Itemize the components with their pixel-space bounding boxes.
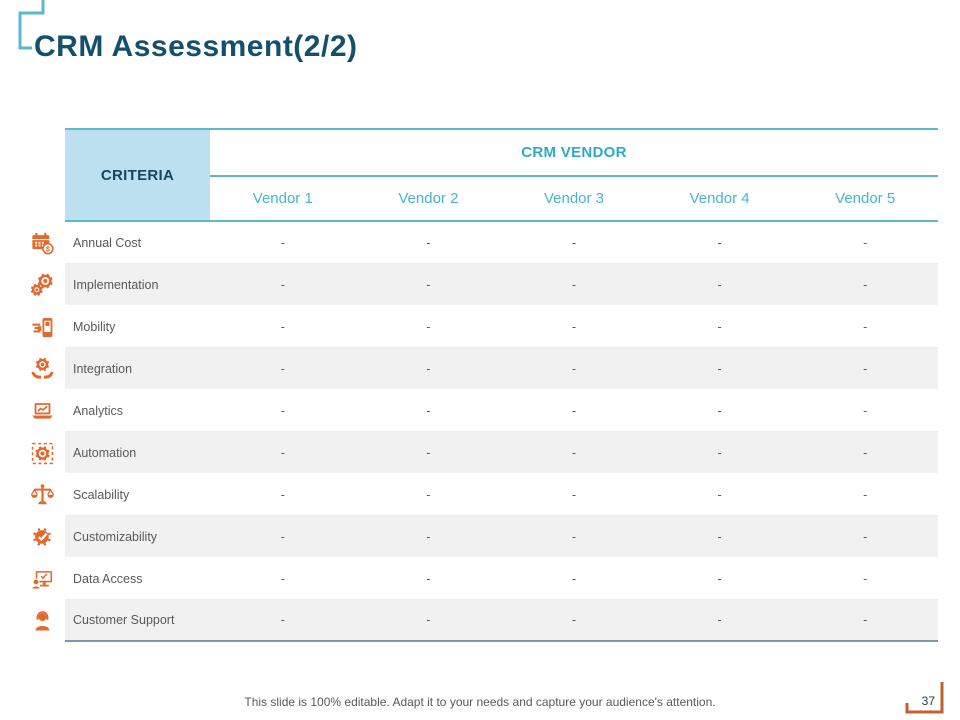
criteria-row-label: Annual Cost (73, 235, 142, 250)
criteria-row-label: Integration (73, 361, 133, 376)
table-row: Mobility - - - - - (20, 306, 938, 348)
vendor-value-cell: - (717, 319, 722, 334)
assessment-table: CRITERIA CRM VENDOR Vendor 1 Vendor 2 Vend… (20, 128, 938, 642)
table-row: Customer Support - - - - - (20, 600, 938, 642)
gear-dashed-icon (20, 432, 65, 474)
vendor-value-cell: - (280, 277, 285, 292)
vendor-value-cell: - (717, 613, 722, 627)
vendor-value-cell: - (571, 529, 577, 544)
vendor-value-cell: - (426, 445, 431, 460)
vendor-value-cell: - (863, 487, 868, 502)
calendar-dollar-icon: $ (20, 222, 65, 264)
vendor-value-cell: - (571, 487, 577, 502)
vendor-value-cell: - (863, 277, 868, 292)
criteria-row-label: Customer Support (73, 613, 175, 627)
vendor-value-cell: - (280, 361, 285, 376)
gear-check-icon (20, 516, 65, 558)
vendor-value-cell: - (571, 361, 577, 376)
vendor-value-cell: - (426, 487, 431, 502)
table-row: $ Annual Cost - - - - - (20, 222, 938, 264)
vendor-value-cell: - (717, 235, 722, 250)
criteria-row-label: Analytics (73, 403, 124, 418)
vendor-value-cell: - (863, 571, 868, 586)
vendor-value-cell: - (571, 319, 577, 334)
vendor-value-cell: - (717, 361, 722, 376)
vendor-value-cell: - (280, 319, 285, 334)
table-header: CRITERIA CRM VENDOR Vendor 1 Vendor 2 Vend… (20, 128, 938, 222)
vendor-value-cell: - (863, 403, 868, 418)
table-row: Scalability - - - - - (20, 474, 938, 516)
criteria-row-label: Implementation (73, 277, 159, 292)
criteria-row-label: Scalability (73, 487, 130, 502)
vendor-value-cell: - (863, 445, 868, 460)
vendor-value-cell: - (863, 361, 868, 376)
table-row: Integration - - - - - (20, 348, 938, 390)
gears-icon (20, 264, 65, 306)
vendor-value-cell: - (426, 613, 431, 627)
vendor-value-cell: - (280, 571, 285, 586)
vendor-value-cell: - (863, 319, 868, 334)
table-row: Analytics - - - - - (20, 390, 938, 432)
vendor-value-cell: - (717, 403, 722, 418)
mobile-phone-icon (20, 306, 65, 348)
vendor-value-cell: - (571, 277, 577, 292)
vendor-header-area: CRM VENDOR Vendor 1 Vendor 2 Vendor 3 Vendo… (210, 128, 938, 222)
table-row: Implementation - - - - - (20, 264, 938, 306)
table-body: $ Annual Cost - - - - - Implementation - - - - - Mo… (20, 222, 938, 642)
vendor-value-cell: - (717, 487, 722, 502)
criteria-row-label: Automation (73, 445, 137, 460)
vendor-column-header: Vendor 2 (398, 190, 459, 207)
support-agent-icon (20, 600, 65, 642)
vendor-value-cell: - (571, 235, 577, 250)
vendor-value-cell: - (717, 571, 722, 586)
vendor-value-cell: - (280, 613, 285, 627)
hands-gear-icon (20, 348, 65, 390)
vendor-column-header: Vendor 3 (543, 190, 605, 207)
vendor-column-header: Vendor 1 (252, 190, 313, 207)
vendor-column-header: Vendor 4 (689, 190, 750, 207)
monitor-user-icon (20, 558, 65, 600)
table-row: Data Access - - - - - (20, 558, 938, 600)
vendor-value-cell: - (426, 403, 431, 418)
table-row: Automation - - - - - (20, 432, 938, 474)
vendor-value-cell: - (280, 529, 285, 544)
crm-vendor-group-header: CRM VENDOR (210, 130, 938, 177)
slide-title: CRM Assessment(2/2) (34, 30, 358, 63)
vendor-value-cell: - (717, 445, 722, 460)
criteria-row-label: Data Access (73, 571, 143, 586)
criteria-header-cell: CRITERIA (65, 128, 210, 222)
vendor-value-cell: - (571, 403, 577, 418)
vendor-value-cell: - (571, 445, 577, 460)
vendor-value-cell: - (426, 277, 431, 292)
top-left-bracket-decoration (18, 0, 45, 50)
icon-gutter (20, 128, 65, 222)
vendor-value-cell: - (863, 529, 868, 544)
balance-scale-icon (20, 474, 65, 516)
vendor-value-cell: - (571, 613, 577, 627)
laptop-chart-icon (20, 390, 65, 432)
vendor-column-header: Vendor 5 (835, 190, 896, 207)
table-row: Customizability - - - - - (20, 516, 938, 558)
vendor-value-cell: - (280, 235, 285, 250)
vendor-value-cell: - (426, 529, 431, 544)
vendor-value-cell: - (426, 319, 431, 334)
svg-text:$: $ (46, 244, 50, 253)
vendor-value-cell: - (717, 277, 722, 292)
bottom-right-bracket-decoration (905, 682, 944, 714)
vendor-value-cell: - (717, 529, 722, 544)
vendor-value-cell: - (571, 571, 577, 586)
vendor-value-cell: - (426, 361, 431, 376)
vendor-value-cell: - (280, 403, 285, 418)
vendor-column-headers: Vendor 1 Vendor 2 Vendor 3 Vendor 4 Vendor 5 (210, 177, 938, 220)
criteria-row-label: Customizability (73, 529, 158, 544)
criteria-row-label: Mobility (73, 319, 116, 334)
vendor-value-cell: - (863, 235, 868, 250)
vendor-value-cell: - (280, 445, 285, 460)
footer-note: This slide is 100% editable. Adapt it to… (244, 695, 716, 709)
vendor-value-cell: - (280, 487, 285, 502)
vendor-value-cell: - (426, 235, 431, 250)
page-number: 37 (921, 694, 935, 708)
vendor-value-cell: - (863, 613, 868, 627)
vendor-value-cell: - (426, 571, 431, 586)
